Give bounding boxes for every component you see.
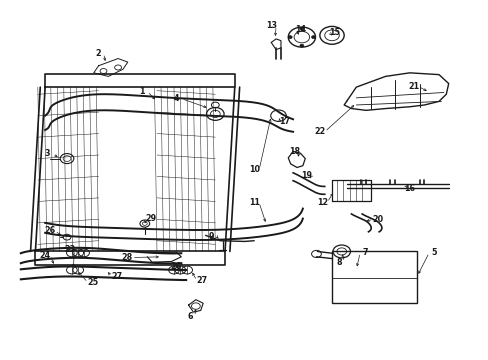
Text: 8: 8	[336, 258, 342, 267]
Text: 16: 16	[404, 184, 414, 193]
Text: 21: 21	[407, 82, 418, 91]
Text: 29: 29	[145, 214, 156, 223]
Text: 28: 28	[121, 253, 132, 262]
Circle shape	[299, 27, 303, 30]
Text: 20: 20	[372, 215, 383, 224]
Circle shape	[311, 36, 315, 39]
Text: 22: 22	[314, 127, 325, 136]
Text: 26: 26	[44, 226, 56, 235]
Text: 1: 1	[140, 87, 145, 96]
Text: 15: 15	[328, 28, 339, 37]
Circle shape	[287, 36, 291, 39]
Text: 7: 7	[362, 248, 367, 257]
Circle shape	[63, 234, 71, 240]
Text: 26: 26	[170, 262, 182, 271]
Text: 13: 13	[265, 21, 276, 30]
Text: 6: 6	[187, 312, 192, 321]
Text: 11: 11	[248, 198, 259, 207]
Circle shape	[299, 44, 303, 47]
Text: 5: 5	[430, 248, 436, 257]
Text: 19: 19	[301, 171, 312, 180]
Text: 3: 3	[45, 149, 50, 158]
Text: 27: 27	[196, 276, 207, 285]
Text: 23: 23	[64, 245, 75, 254]
Text: 17: 17	[279, 117, 290, 126]
Text: 2: 2	[96, 49, 101, 58]
Bar	[331, 251, 416, 303]
Text: 27: 27	[111, 272, 122, 281]
Text: 10: 10	[248, 166, 259, 175]
Text: 14: 14	[294, 25, 305, 34]
Text: 4: 4	[173, 94, 179, 103]
Text: 12: 12	[316, 198, 327, 207]
Text: 24: 24	[40, 251, 51, 260]
Text: 18: 18	[288, 147, 300, 156]
Text: 25: 25	[87, 278, 98, 287]
Text: 9: 9	[208, 231, 214, 240]
